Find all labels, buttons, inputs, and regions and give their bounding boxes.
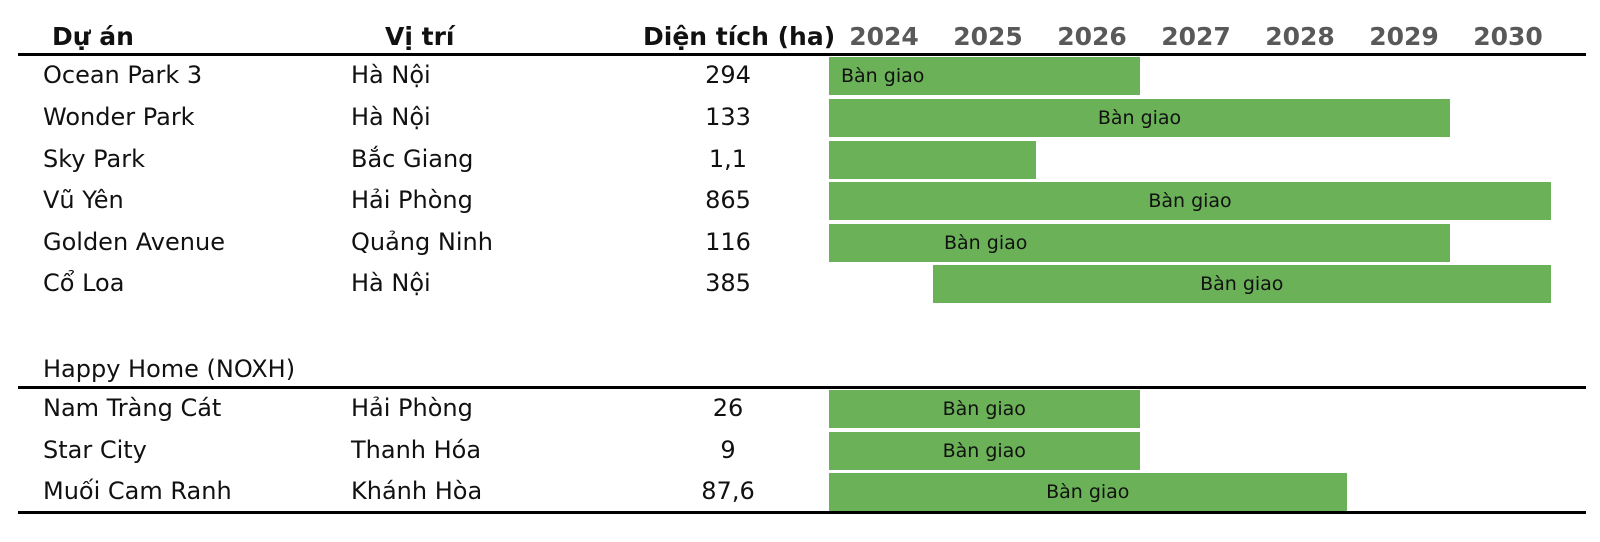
project-name: Cổ Loa [43,269,125,297]
project-name: Golden Avenue [43,228,225,256]
header-year-2027: 2027 [1161,22,1231,51]
header-location: Vị trí [385,22,455,51]
bar-label: Bàn giao [944,232,1028,254]
project-area: 116 [705,228,751,256]
project-name: Nam Tràng Cát [43,394,222,422]
project-area: 865 [705,186,751,214]
project-name: Wonder Park [43,103,195,131]
bar-label: Bàn giao [841,65,925,87]
header-year-2026: 2026 [1057,22,1127,51]
project-location: Quảng Ninh [351,228,493,256]
header-project: Dự án [52,22,134,51]
project-location: Khánh Hòa [351,477,483,505]
header-year-2024: 2024 [849,22,919,51]
gantt-bar [829,473,1347,511]
header-area: Diện tích (ha) [643,22,836,51]
gantt-bar [829,224,1450,262]
project-location: Hà Nội [351,103,431,131]
header-year-2029: 2029 [1369,22,1439,51]
project-name: Star City [43,436,147,464]
group2-rule [18,386,1586,389]
bar-label: Bàn giao [1046,481,1130,503]
project-name: Sky Park [43,145,145,173]
gantt-bar [932,265,1551,303]
project-location: Thanh Hóa [351,436,482,464]
project-name: Vũ Yên [43,186,124,214]
project-location: Hải Phòng [351,186,473,214]
group2-title: Happy Home (NOXH) [43,355,296,383]
project-area: 26 [712,394,744,422]
project-area: 385 [705,269,751,297]
gantt-bar [829,182,1551,220]
gantt-bar [829,390,1140,428]
bar-label: Bàn giao [1148,190,1232,212]
project-area: 133 [705,103,751,131]
project-name: Ocean Park 3 [43,61,203,89]
bottom-rule [18,511,1586,514]
gantt-bar [829,57,1140,95]
header-year-2030: 2030 [1473,22,1543,51]
bar-label: Bàn giao [942,440,1026,462]
header-rule [18,53,1586,56]
bar-label: Bàn giao [1200,273,1284,295]
project-area: 1,1 [708,145,748,173]
project-area: 9 [720,436,736,464]
gantt-bar [829,99,1450,137]
gantt-bar [829,141,1036,179]
bar-label: Bàn giao [1097,107,1182,129]
project-location: Bắc Giang [351,145,474,173]
project-location: Hải Phòng [351,394,473,422]
header-year-2025: 2025 [953,22,1023,51]
project-area: 87,6 [701,477,755,505]
project-location: Hà Nội [351,269,431,297]
project-area: 294 [705,61,751,89]
project-name: Muối Cam Ranh [43,477,232,505]
bar-label: Bàn giao [942,398,1026,420]
header-year-2028: 2028 [1265,22,1335,51]
gantt-bar [829,432,1140,470]
project-location: Hà Nội [351,61,431,89]
